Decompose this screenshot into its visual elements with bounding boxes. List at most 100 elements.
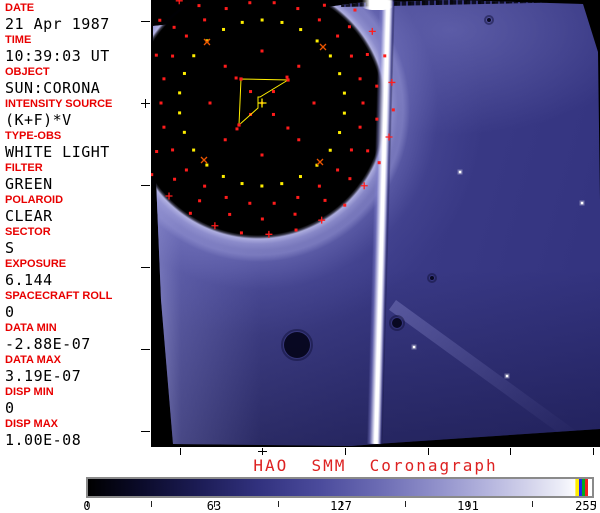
field-object: OBJECT SUN:CORONA — [0, 66, 151, 98]
field-sector: SECTOR S — [0, 226, 151, 258]
red-ring-1-dot — [296, 195, 300, 199]
yellow-ring-dot — [240, 20, 244, 24]
bottom-axis-tick — [593, 448, 594, 455]
red-ring-1-dot — [203, 184, 207, 188]
red-ring-1-dot — [224, 195, 228, 199]
yellow-ring-dot — [192, 54, 196, 58]
limb-ring-dot — [175, 0, 183, 5]
x-mark — [200, 156, 208, 164]
page-title: HAO SMM Coronagraph — [253, 456, 498, 475]
field-spacecraft-roll: SPACECRAFT ROLL 0 — [0, 290, 151, 322]
x-mark — [319, 43, 327, 51]
dark-spot — [487, 18, 491, 22]
field-type-obs: TYPE-OBS WHITE LIGHT — [0, 130, 151, 162]
field-exposure: EXPOSURE 6.144 — [0, 258, 151, 290]
red-ring-2-dot — [154, 53, 158, 57]
field-label: SECTOR — [5, 226, 51, 238]
red-ring-1-dot — [296, 7, 300, 11]
field-value: 21 Apr 1987 — [5, 15, 110, 33]
ring-r52-dot — [297, 64, 301, 68]
colorbar-tick — [531, 501, 533, 507]
field-label: DISP MAX — [5, 418, 58, 430]
yellow-ring-dot — [299, 28, 303, 32]
field-label: POLAROID — [5, 194, 64, 206]
red-ring-2-dot — [198, 199, 202, 203]
yellow-ring-dot — [342, 111, 346, 115]
red-ring-2-dot — [347, 25, 351, 29]
colorbar-tick — [150, 501, 152, 507]
star-point — [458, 170, 462, 174]
yellow-ring-dot — [338, 72, 342, 76]
yellow-ring-dot — [298, 175, 302, 179]
colorbar-tick — [341, 501, 342, 507]
yellow-ring-dot — [260, 18, 264, 22]
field-label: DATA MAX — [5, 354, 62, 366]
colorbar-label: 127 — [330, 499, 352, 513]
red-ring-2-dot — [197, 4, 201, 8]
dark-spot-edge — [389, 315, 405, 331]
ring-r36-dot — [285, 75, 289, 79]
field-disp-min: DISP MIN 0 — [0, 386, 151, 418]
colorbar-label: 63 — [206, 499, 222, 513]
red-ring-1-dot — [159, 101, 163, 105]
limb-ring-dot — [211, 222, 219, 230]
metadata-sidebar: DATE 21 Apr 1987 TIME 10:39:03 UT OBJECT… — [0, 0, 151, 450]
red-ring-2-dot — [375, 84, 379, 88]
field-polaroid: POLAROID CLEAR — [0, 194, 151, 226]
field-value: SUN:CORONA — [5, 79, 101, 97]
field-time: TIME 10:39:03 UT — [0, 34, 151, 66]
field-value: 10:39:03 UT — [5, 47, 110, 65]
field-label: DATE — [5, 2, 35, 14]
field-filter: FILTER GREEN — [0, 162, 151, 194]
ring-r36-dot — [235, 127, 239, 131]
pylon-streak-top — [362, 0, 393, 10]
yellow-ring-dot — [221, 174, 225, 178]
limb-ring-dot — [239, 231, 243, 235]
field-label: SPACECRAFT ROLL — [5, 290, 113, 302]
left-axis-tick — [141, 349, 150, 350]
limb-ring-dot — [294, 228, 298, 232]
ring-r52-dot — [260, 49, 264, 53]
dark-spot — [392, 318, 402, 328]
ring-r52-dot — [208, 101, 212, 105]
field-value: 1.00E-08 — [5, 431, 82, 449]
colorbar-tick — [404, 501, 406, 507]
limb-ring-dot — [383, 54, 387, 58]
colorbar-tick — [468, 501, 469, 507]
limb-ring-dot — [165, 192, 173, 200]
colorbar-tick — [87, 501, 88, 507]
yellow-ring-dot — [205, 39, 209, 43]
red-ring-2-dot — [155, 150, 159, 154]
limb-ring-dot — [353, 8, 357, 12]
x-mark — [203, 38, 211, 46]
yellow-ring-dot — [178, 91, 182, 95]
red-ring-1-dot — [317, 18, 321, 22]
red-ring-1-dot — [317, 184, 321, 188]
left-axis-tick — [141, 185, 150, 186]
colorbar-label: 191 — [457, 499, 479, 513]
red-ring-2-dot — [173, 177, 177, 181]
star-point — [505, 374, 509, 378]
field-label: TIME — [5, 34, 32, 46]
field-label: DISP MIN — [5, 386, 54, 398]
limb-ring-dot — [343, 203, 347, 207]
red-ring-1-dot — [184, 168, 188, 172]
field-value: WHITE LIGHT — [5, 143, 110, 161]
yellow-ring-dot — [240, 182, 244, 186]
bottom-axis-tick — [428, 448, 429, 455]
field-disp-max: DISP MAX 1.00E-08 — [0, 418, 151, 450]
red-ring-2-dot — [228, 212, 232, 216]
limb-ring-dot — [385, 133, 393, 141]
red-ring-2-dot — [365, 52, 369, 56]
red-ring-1-dot — [349, 54, 353, 58]
red-ring-2-dot — [260, 217, 264, 221]
red-ring-2-dot — [293, 212, 297, 216]
field-label: DATA MIN — [5, 322, 57, 334]
left-axis-tick — [141, 21, 150, 22]
field-label: FILTER — [5, 162, 43, 174]
yellow-ring-dot — [205, 163, 209, 167]
red-ring-1-dot — [361, 101, 365, 105]
yellow-ring-dot — [315, 39, 319, 43]
red-ring-2-dot — [375, 117, 379, 121]
